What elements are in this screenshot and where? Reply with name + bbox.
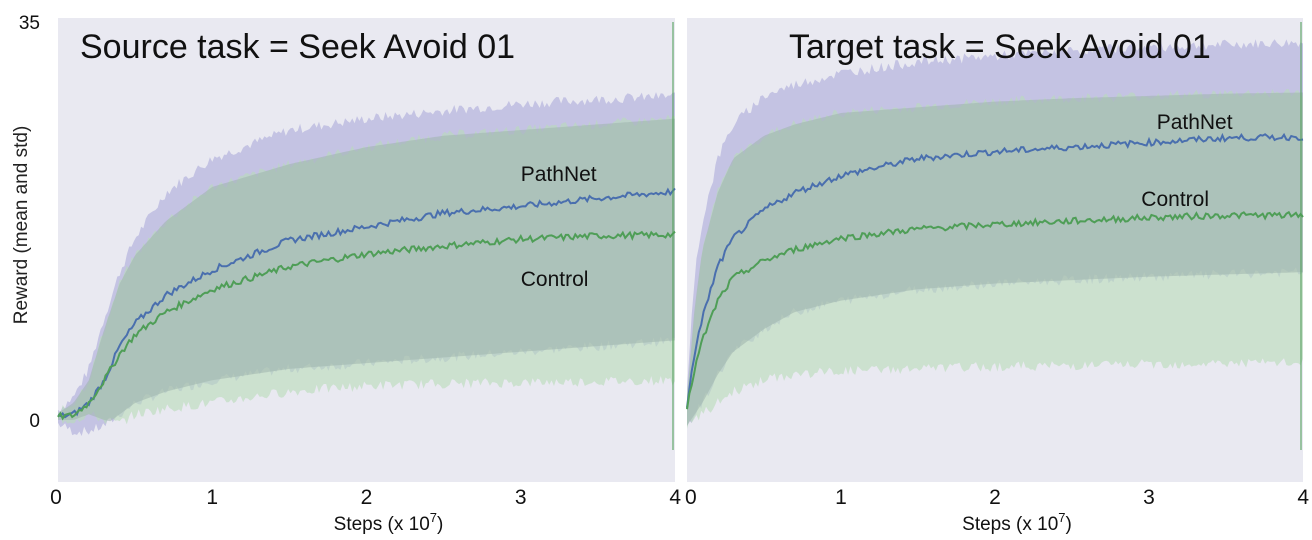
chart-panel-1: Source task = Seek Avoid 01 PathNet Contro… bbox=[19, 13, 681, 535]
chart-title: Target task = Seek Avoid 01 bbox=[789, 28, 1211, 66]
x-tick-label: 0 bbox=[685, 486, 697, 509]
y-tick-label: 0 bbox=[29, 411, 40, 432]
x-tick-label: 3 bbox=[515, 486, 527, 509]
series-line-pathnet bbox=[57, 187, 676, 419]
chart-panel-2: Target task = Seek Avoid 01 PathNet Contro… bbox=[685, 18, 1309, 535]
chart-title: Source task = Seek Avoid 01 bbox=[80, 28, 515, 66]
series-line-control bbox=[686, 210, 1304, 410]
series-annotation-control: Control bbox=[521, 268, 589, 291]
series-annotation-pathnet: PathNet bbox=[1157, 111, 1233, 134]
x-tick-label: 4 bbox=[669, 486, 681, 509]
x-tick-label: 2 bbox=[361, 486, 373, 509]
series-line-pathnet bbox=[686, 132, 1304, 408]
series-line-control bbox=[57, 230, 676, 421]
x-tick-label: 0 bbox=[50, 486, 62, 509]
series-annotation-pathnet: PathNet bbox=[521, 163, 597, 186]
series-annotation-control: Control bbox=[1141, 188, 1209, 211]
y-tick-label: 35 bbox=[19, 13, 40, 34]
y-axis-label: Reward (mean and std) bbox=[11, 126, 32, 325]
x-tick-label: 1 bbox=[835, 486, 847, 509]
x-tick-label: 1 bbox=[206, 486, 218, 509]
x-tick-label: 4 bbox=[1297, 486, 1309, 509]
x-tick-label: 2 bbox=[989, 486, 1001, 509]
std-band-overlap bbox=[58, 118, 675, 422]
y-axis-label-group: Reward (mean and std) bbox=[11, 126, 32, 325]
std-band-overlap bbox=[687, 92, 1303, 426]
x-axis-label: Steps (x 107) bbox=[962, 510, 1072, 535]
x-axis-label: Steps (x 107) bbox=[334, 510, 444, 535]
x-tick-label: 3 bbox=[1143, 486, 1155, 509]
